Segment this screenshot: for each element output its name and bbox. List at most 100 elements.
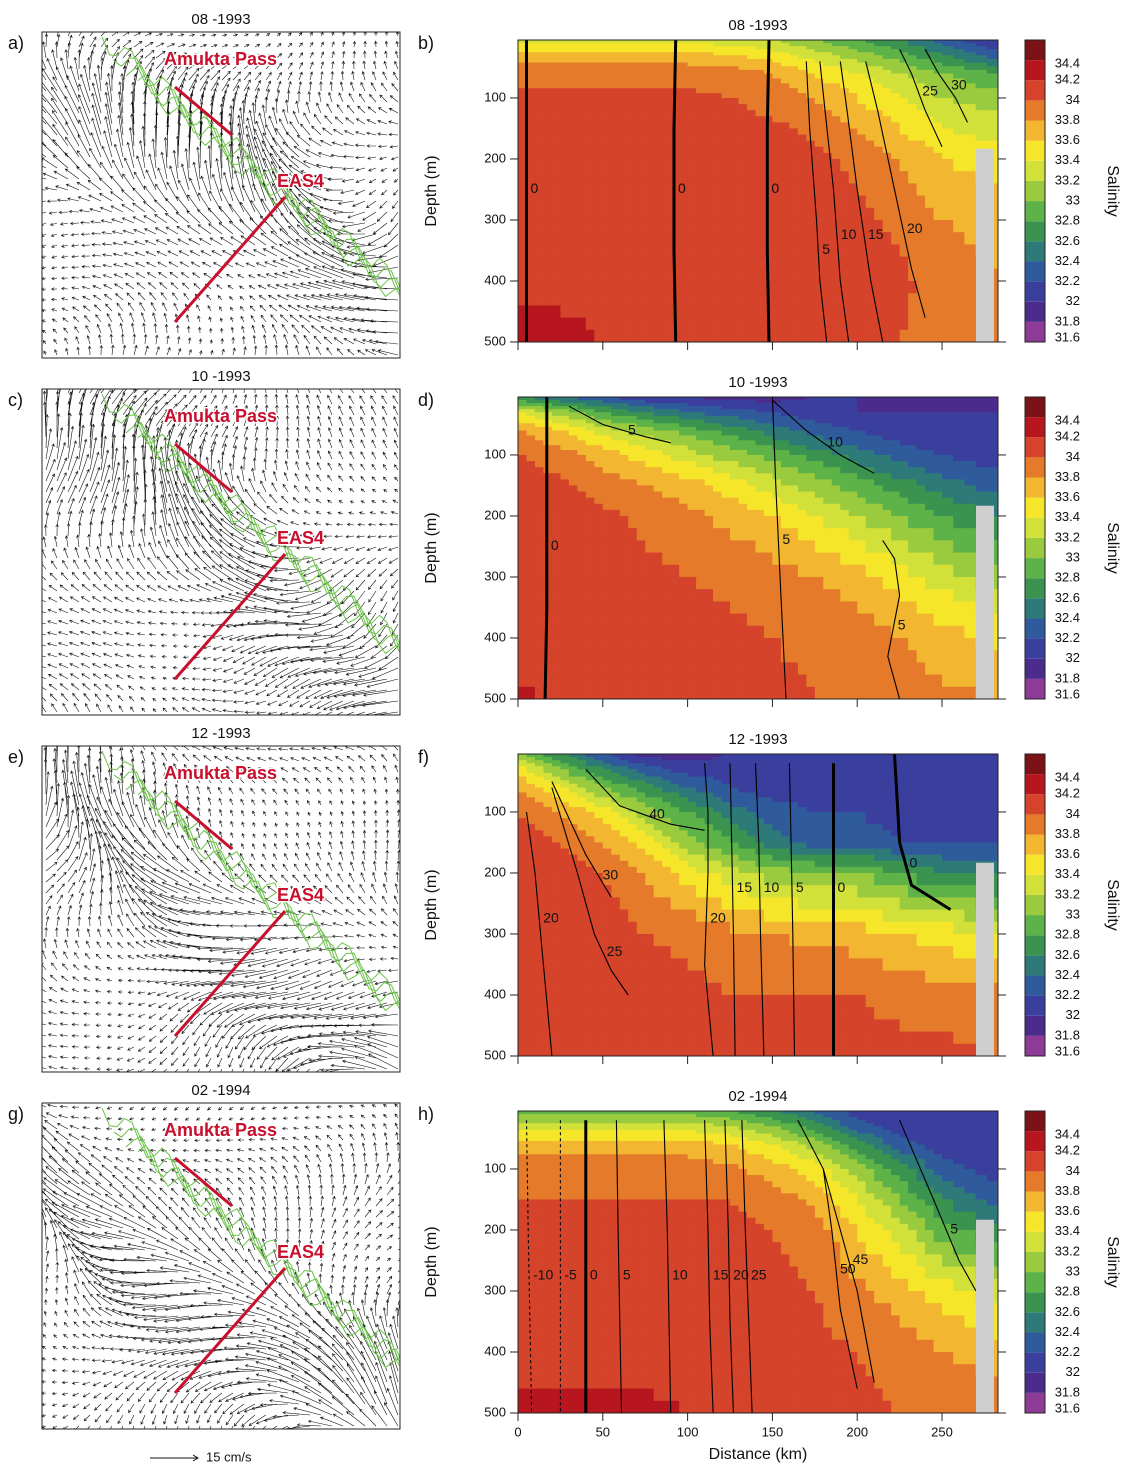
- salinity-cell: [891, 445, 900, 450]
- salinity-cell: [883, 122, 892, 129]
- salinity-cell: [806, 257, 815, 270]
- salinity-cell: [713, 93, 722, 98]
- salinity-cell: [662, 318, 671, 331]
- salinity-cell: [713, 687, 722, 700]
- salinity-cell: [942, 257, 954, 270]
- salinity-cell: [637, 516, 646, 529]
- salinity-cell: [738, 171, 747, 184]
- salinity-cell: [976, 492, 988, 499]
- section-line: [175, 801, 232, 849]
- salinity-cell: [611, 66, 620, 70]
- salinity-cell: [560, 171, 569, 184]
- salinity-cell: [628, 492, 637, 499]
- salinity-cell: [645, 153, 654, 160]
- salinity-cell: [713, 55, 722, 59]
- salinity-cell: [964, 232, 976, 245]
- salinity-cell: [586, 153, 595, 160]
- salinity-cell: [764, 601, 773, 614]
- salinity-cell: [883, 492, 892, 499]
- salinity-cell: [738, 412, 747, 416]
- salinity-cell: [934, 516, 943, 529]
- salinity-cell: [645, 70, 654, 74]
- salinity-cell: [772, 70, 781, 74]
- salinity-cell: [730, 510, 739, 517]
- salinity-cell: [637, 59, 646, 63]
- salinity-cell: [645, 450, 654, 455]
- salinity-cell: [730, 318, 739, 331]
- salinity-cell: [688, 171, 697, 184]
- salinity-cell: [696, 510, 705, 517]
- salinity-cell: [755, 318, 764, 331]
- salinity-cell: [679, 601, 688, 614]
- salinity-cell: [823, 122, 832, 129]
- salinity-cell: [569, 479, 578, 486]
- salinity-cell: [713, 66, 722, 70]
- salinity-cell: [628, 257, 637, 270]
- salinity-cell: [679, 626, 688, 639]
- salinity-cell: [840, 450, 849, 455]
- salinity-cell: [755, 687, 764, 700]
- salinity-cell: [645, 318, 654, 331]
- salinity-cell: [953, 281, 965, 294]
- salinity-cell: [569, 687, 578, 700]
- salinity-cell: [798, 416, 807, 420]
- salinity-cell: [781, 183, 790, 196]
- salinity-cell: [654, 153, 663, 160]
- salinity-cell: [705, 116, 714, 123]
- salinity-cell: [535, 440, 544, 445]
- salinity-cell: [569, 492, 578, 499]
- salinity-cell: [671, 650, 680, 663]
- salinity-cell: [953, 171, 965, 184]
- vector-field: [25, 26, 438, 355]
- salinity-cell: [560, 135, 569, 142]
- salinity-cell: [696, 128, 705, 135]
- salinity-cell: [900, 540, 909, 553]
- salinity-cell: [637, 626, 646, 639]
- salinity-cell: [526, 769, 535, 773]
- salinity-cell: [560, 461, 569, 468]
- salinity-cell: [764, 461, 773, 468]
- salinity-cell: [645, 147, 654, 154]
- salinity-cell: [883, 626, 892, 639]
- salinity-cell: [815, 504, 824, 511]
- salinity-cell: [620, 516, 629, 529]
- salinity-cell: [942, 122, 954, 129]
- salinity-cell: [560, 281, 569, 294]
- salinity-cell: [874, 577, 883, 590]
- salinity-cell: [798, 420, 807, 424]
- salinity-cell: [917, 614, 926, 627]
- salinity-cell: [874, 589, 883, 602]
- colorbar-label: 32.8: [1055, 570, 1080, 585]
- salinity-cell: [611, 504, 620, 511]
- salinity-cell: [953, 516, 965, 529]
- salinity-cell: [662, 777, 671, 781]
- salinity-cell: [755, 553, 764, 566]
- salinity-cell: [891, 461, 900, 468]
- salinity-cell: [730, 93, 739, 98]
- salinity-cell: [976, 431, 988, 436]
- salinity-cell: [866, 516, 875, 529]
- salinity-cell: [823, 589, 832, 602]
- salinity-cell: [849, 98, 858, 105]
- salinity-cell: [518, 431, 527, 436]
- salinity-cell: [696, 492, 705, 499]
- section-label: Amukta Pass: [164, 406, 277, 426]
- salinity-cell: [620, 63, 629, 67]
- salinity-cell: [722, 479, 731, 486]
- salinity-cell: [908, 450, 917, 455]
- salinity-cell: [747, 420, 756, 424]
- salinity-cell: [560, 257, 569, 270]
- salinity-cell: [738, 565, 747, 578]
- salinity-cell: [908, 269, 917, 282]
- salinity-cell: [569, 427, 578, 431]
- salinity-cell: [781, 55, 790, 59]
- salinity-cell: [620, 777, 629, 781]
- salinity-cell: [628, 577, 637, 590]
- salinity-cell: [789, 122, 798, 129]
- salinity-cell: [917, 553, 926, 566]
- salinity-cell: [620, 220, 629, 233]
- salinity-cell: [611, 281, 620, 294]
- salinity-cell: [603, 153, 612, 160]
- salinity-cell: [552, 141, 561, 148]
- salinity-cell: [696, 577, 705, 590]
